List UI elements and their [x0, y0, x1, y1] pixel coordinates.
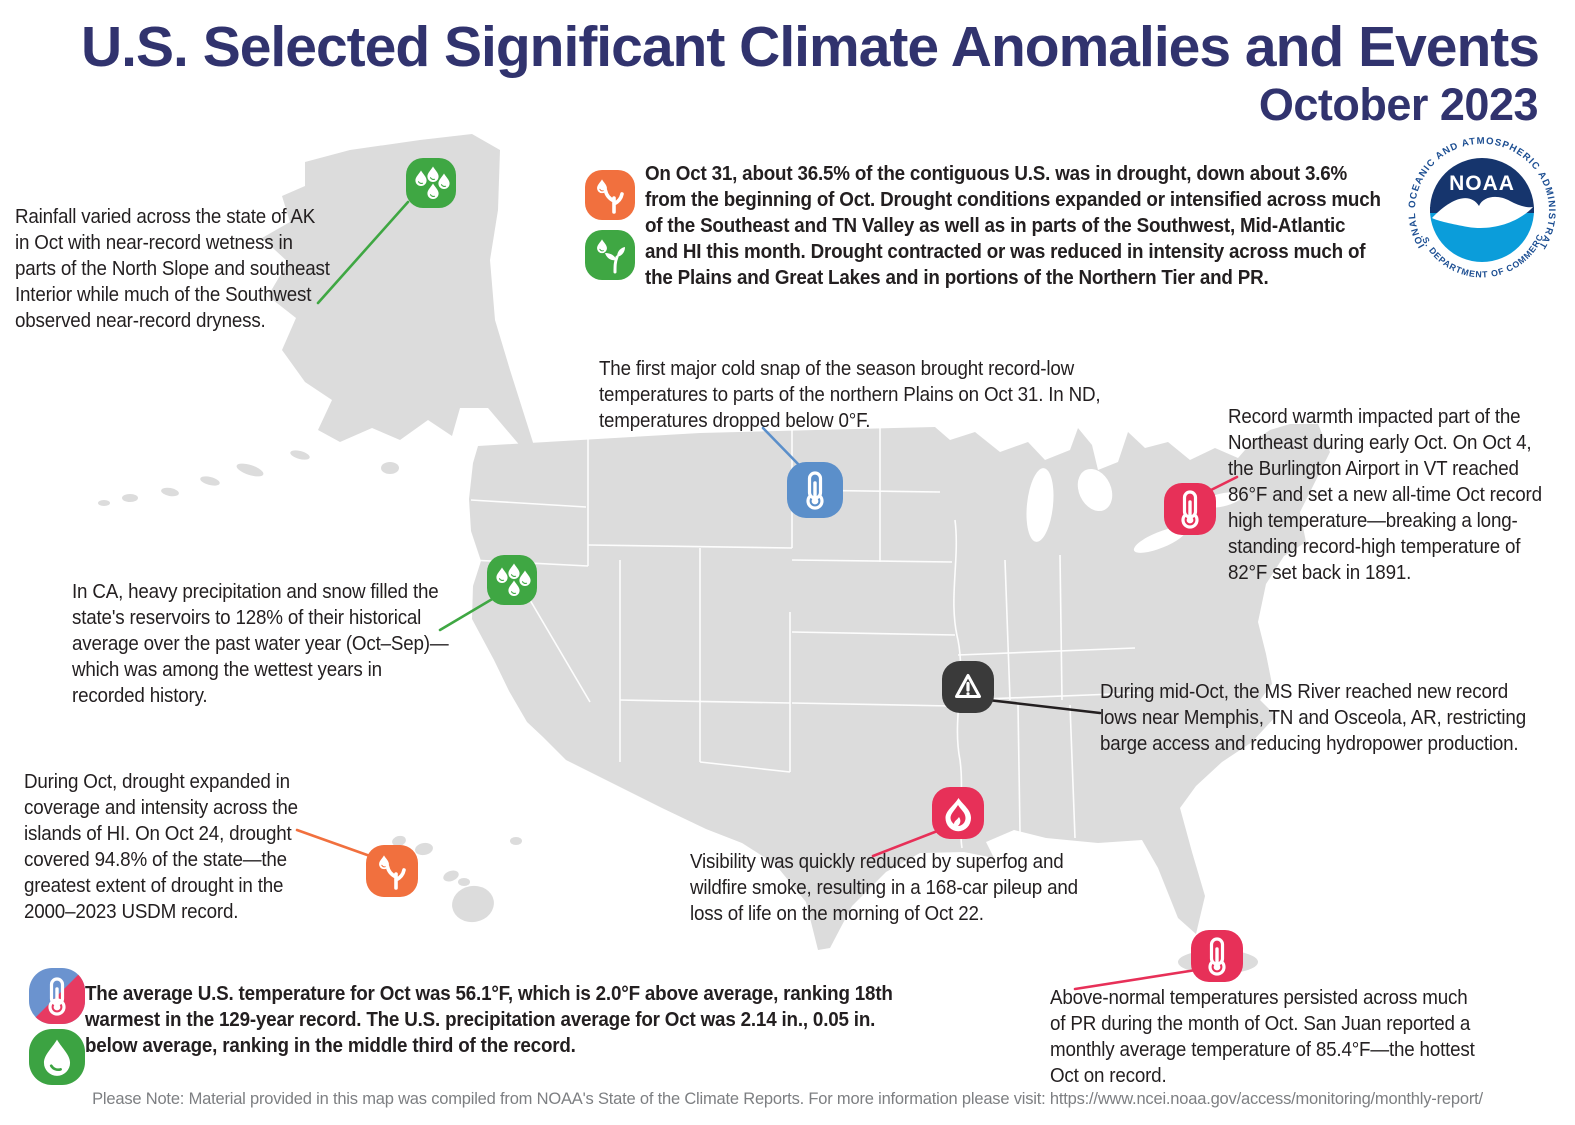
annotation-alaska: Rainfall varied across the state of AK i… [15, 206, 330, 332]
noaa-emblem: NOAA [1430, 158, 1534, 262]
annotation-hawaii-drought: During Oct, drought expanded in coverage… [24, 771, 298, 923]
connector-mississippi [986, 698, 1102, 715]
hawaii-shape [392, 835, 522, 923]
connector-puerto-rico [1073, 968, 1198, 991]
alaska-rain-icon [406, 158, 456, 208]
continental-us-shape [469, 424, 1330, 950]
flame-icon [932, 787, 984, 839]
annotation-mississippi-river: During mid-Oct, the MS River reached new… [1100, 681, 1526, 755]
drought-icon [585, 170, 635, 220]
connector-alaska [316, 200, 410, 305]
hawaii-drought-icon [366, 845, 418, 897]
page-title: U.S. Selected Significant Climate Anomal… [81, 15, 1540, 79]
annotation-northeast-warmth: Record warmth impacted part of the North… [1228, 406, 1542, 584]
connector-northeast [1205, 475, 1239, 494]
temperature-legend-icon [29, 968, 85, 1024]
alaska-shape [98, 134, 536, 506]
annotation-california-precip: In CA, heavy precipitation and snow fill… [72, 581, 449, 707]
connector-superfog [871, 828, 942, 858]
connector-california [438, 596, 496, 632]
warning-icon [942, 661, 994, 713]
connector-lines [295, 200, 1239, 991]
warm-thermometer-icon-puerto-rico [1191, 930, 1243, 982]
drought-relief-icon [585, 230, 635, 280]
annotation-puerto-rico-warmth: Above-normal temperatures persisted acro… [1050, 987, 1475, 1087]
connector-cold-snap [761, 426, 802, 468]
seagull-icon [1432, 196, 1533, 229]
noaa-acronym: NOAA [1449, 172, 1515, 195]
connector-hawaii [295, 828, 372, 858]
annotation-national-summary: The average U.S. temperature for Oct was… [85, 983, 893, 1057]
footer-note: Please Note: Material provided in this m… [92, 1090, 1483, 1108]
california-rain-icon [487, 555, 537, 605]
warm-thermometer-icon-northeast [1164, 483, 1216, 535]
page-subtitle: October 2023 [1258, 79, 1539, 130]
noaa-logo: NATIONAL OCEANIC AND ATMOSPHERIC ADMINIS… [1403, 131, 1561, 289]
annotation-superfog: Visibility was quickly reduced by superf… [690, 851, 1078, 925]
annotation-drought-overview: On Oct 31, about 36.5% of the contiguous… [645, 163, 1381, 289]
annotation-cold-snap: The first major cold snap of the season … [599, 358, 1101, 432]
precipitation-legend-icon [29, 1029, 85, 1085]
cold-thermometer-icon [787, 462, 843, 518]
